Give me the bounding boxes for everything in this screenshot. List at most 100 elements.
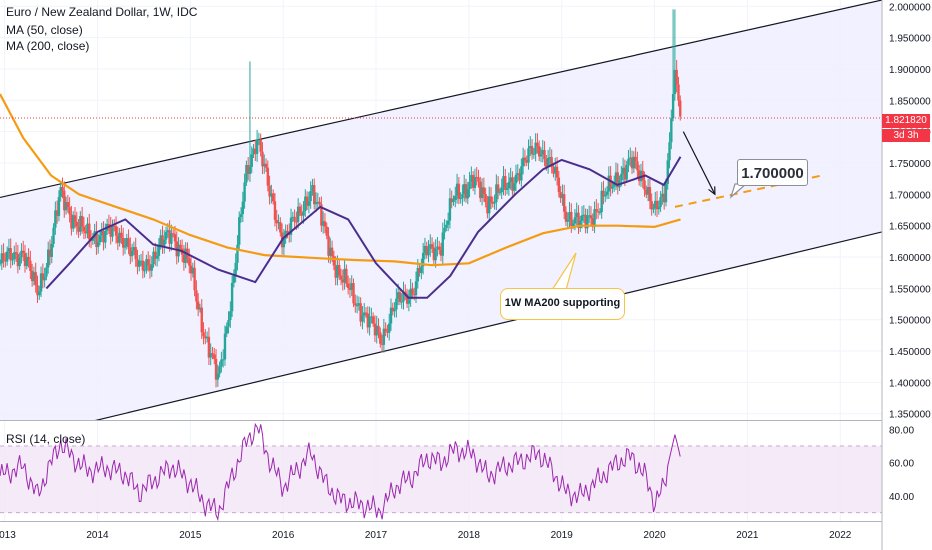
candle-body <box>161 235 164 247</box>
candle-body <box>557 177 561 193</box>
candle-body <box>120 232 123 238</box>
ma50-legend[interactable]: MA (50, close) <box>6 23 83 37</box>
candle-body <box>136 259 139 267</box>
candle-body <box>238 217 241 245</box>
candle-body <box>55 210 59 216</box>
candle-body <box>255 139 259 154</box>
candle-body <box>357 303 361 306</box>
rsi-tick-label: 80.00 <box>889 425 914 436</box>
candle-body <box>525 159 528 163</box>
candle-body <box>416 268 419 282</box>
candle-body <box>445 224 448 228</box>
channel-lower-line <box>94 231 882 420</box>
candle-body <box>170 233 173 244</box>
candle-body <box>98 235 102 243</box>
time-tick-label: 2020 <box>643 530 666 541</box>
candle-body <box>655 200 659 210</box>
ma200-legend[interactable]: MA (200, close) <box>6 39 90 53</box>
candle-body <box>121 237 125 248</box>
candle-body <box>366 313 369 328</box>
candle-body <box>443 227 446 233</box>
candle-body <box>561 194 564 199</box>
candle-body <box>2 253 5 260</box>
candle-body <box>386 331 389 333</box>
ma200-support-callout[interactable]: 1W MA200 supporting <box>500 288 625 320</box>
candle-body <box>248 166 252 174</box>
candle-body <box>80 216 84 227</box>
candle-body <box>29 260 32 271</box>
candle-body <box>489 196 493 202</box>
candle-body <box>114 226 118 236</box>
candle-body <box>504 176 507 190</box>
candle-body <box>625 165 628 180</box>
candle-body <box>200 307 203 333</box>
candle-body <box>198 307 202 310</box>
candle-body <box>195 290 198 302</box>
candle-body <box>471 175 475 188</box>
candle-body <box>327 235 330 256</box>
time-tick-label: 2017 <box>365 530 388 541</box>
candle-body <box>530 146 534 155</box>
candle-body <box>438 246 441 250</box>
price-tick-label: 1.350000 <box>889 410 931 421</box>
candle-body <box>670 118 673 143</box>
candle-body <box>400 301 403 303</box>
candle-body <box>54 210 57 228</box>
candle-body <box>454 195 457 201</box>
candle-body <box>88 223 91 240</box>
candle-body <box>143 270 146 272</box>
candle-body <box>123 246 127 248</box>
candle-body <box>329 247 332 256</box>
candle-body <box>662 193 666 203</box>
candle-body <box>550 157 553 168</box>
candle-body <box>518 173 521 181</box>
candle-body <box>18 257 21 267</box>
candle-body <box>159 235 162 245</box>
candle-body <box>371 316 375 324</box>
candle-body <box>432 247 436 261</box>
candle-body <box>22 250 25 254</box>
candle-body <box>155 255 159 259</box>
time-tick-label: 2013 <box>0 530 16 541</box>
candle-body <box>59 187 62 197</box>
candle-body <box>23 253 27 267</box>
price-tick-label: 1.850000 <box>889 96 931 107</box>
price-tick-label: 1.700000 <box>889 190 931 201</box>
candle-body <box>673 69 677 95</box>
candle-body <box>339 275 343 280</box>
price-tick-label: 1.450000 <box>889 347 931 358</box>
candle-body <box>27 256 30 261</box>
candle-body <box>316 201 320 203</box>
candle-body <box>14 252 18 255</box>
candle-body <box>241 201 245 215</box>
candle-body <box>150 264 153 271</box>
candle-body <box>102 231 105 243</box>
candle-body <box>52 227 55 244</box>
candle-body <box>600 190 603 213</box>
candle-body <box>34 272 37 286</box>
candle-body <box>511 177 514 191</box>
rsi-legend[interactable]: RSI (14, close) <box>6 432 86 446</box>
candle-body <box>461 194 464 199</box>
candle-body <box>196 301 200 310</box>
last-price-badge: 1.821820 <box>882 114 930 128</box>
candle-body <box>343 268 346 283</box>
target-price-callout[interactable]: 1.700000 <box>737 159 808 186</box>
candle-body <box>411 288 414 295</box>
candle-body <box>166 230 170 233</box>
candle-body <box>407 299 411 304</box>
candle-body <box>273 201 277 220</box>
rsi-band-fill <box>0 446 882 513</box>
candle-body <box>325 226 328 236</box>
candle-body <box>373 323 377 336</box>
candle-body <box>536 142 539 147</box>
candle-body <box>263 163 266 167</box>
candle-body <box>521 157 525 167</box>
price-channel <box>0 0 882 420</box>
candle-body <box>68 207 71 215</box>
candle-body <box>377 325 380 333</box>
candle-body <box>559 192 562 199</box>
candle-body <box>152 251 155 265</box>
candle-body <box>104 230 107 243</box>
candle-body <box>220 359 223 367</box>
